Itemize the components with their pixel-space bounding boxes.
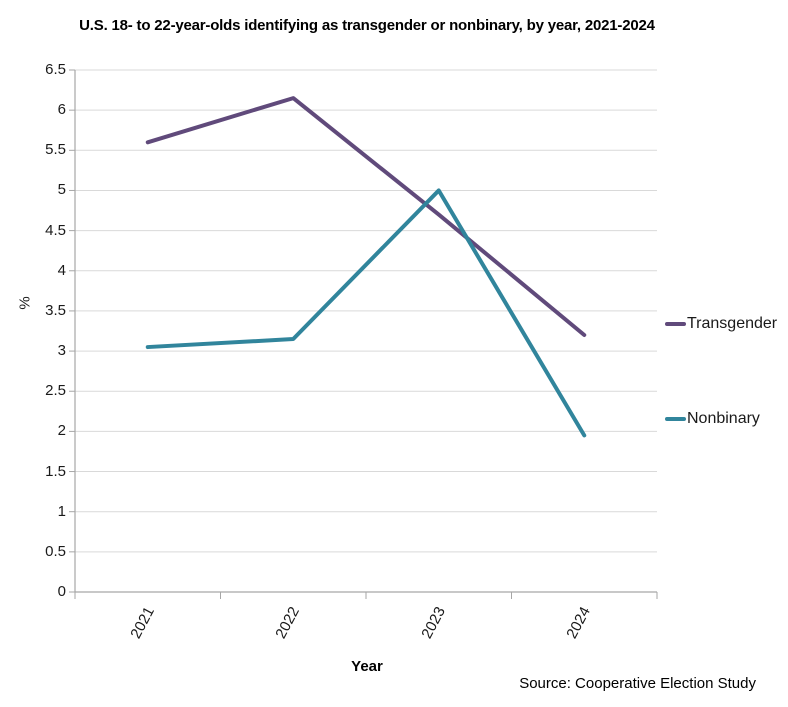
transgender-line-swatch — [665, 322, 686, 326]
chart-title: U.S. 18- to 22-year-olds identifying as … — [79, 17, 655, 34]
legend-label-transgender: Transgender — [687, 315, 778, 332]
source-text: Source: Cooperative Election Study — [519, 675, 756, 692]
nonbinary-line-swatch — [665, 417, 686, 421]
legend-label-nonbinary: Nonbinary — [687, 410, 760, 427]
legend-item-nonbinary: Nonbinary — [665, 410, 760, 428]
transgender-line — [145, 96, 587, 338]
legend-item-transgender: Transgender — [665, 315, 777, 333]
y-axis-label: % — [16, 296, 34, 310]
x-axis-label: Year — [351, 658, 383, 675]
nonbinary-line — [145, 188, 587, 438]
